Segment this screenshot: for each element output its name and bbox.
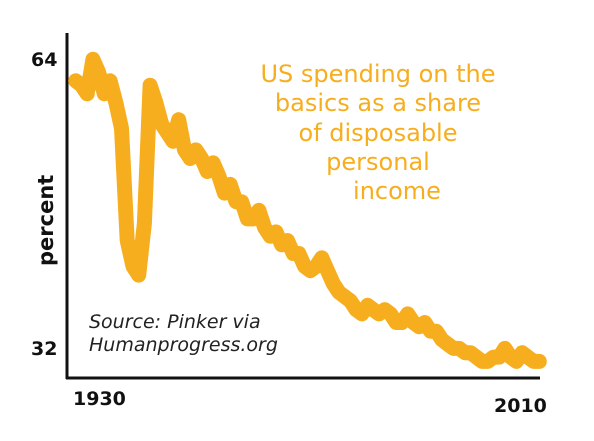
x-tick-label-start: 1930 [73, 388, 126, 410]
data-point-1932 [80, 86, 95, 101]
data-point-1969 [291, 246, 306, 261]
x-tick-label-end: 2010 [494, 395, 547, 417]
data-point-1954 [206, 155, 221, 170]
data-point-1943 [143, 78, 158, 93]
data-point-1934 [91, 65, 106, 80]
chart-title-line-2: basics as a share [275, 89, 481, 117]
data-point-1939 [120, 233, 135, 248]
y-axis-title: percent [34, 175, 58, 266]
data-point-1959 [234, 194, 249, 209]
data-point-1948 [171, 112, 186, 127]
chart-title-line-1: US spending on the [260, 60, 495, 88]
data-point-1962 [251, 203, 266, 218]
y-tick-label-bottom: 32 [31, 338, 57, 360]
data-point-2011 [532, 354, 547, 369]
data-point-1965 [269, 224, 283, 239]
data-point-1936 [103, 73, 118, 88]
data-point-1938 [114, 121, 129, 136]
y-tick-label-top: 64 [31, 49, 57, 71]
source-line-2: Humanprogress.org [89, 334, 278, 356]
data-point-1944 [148, 95, 163, 110]
data-point-1955 [211, 168, 226, 183]
data-point-1973 [314, 250, 329, 265]
data-point-1957 [223, 177, 238, 192]
data-point-1947 [166, 134, 180, 149]
source-annotation: Source: Pinker via Humanprogress.org [89, 311, 278, 356]
data-point-1933 [85, 52, 100, 67]
chart-title-line-3: of disposable [299, 119, 458, 147]
data-point-1937 [108, 95, 123, 110]
chart-title: US spending on the basics as a share of … [260, 60, 495, 205]
data-point-1952 [194, 151, 209, 166]
data-point-1942 [137, 216, 152, 231]
data-point-1967 [280, 233, 295, 248]
data-point-1974 [320, 263, 335, 278]
chart-title-line-5: income [353, 177, 441, 205]
data-point-1941 [131, 268, 146, 283]
source-line-1: Source: Pinker via [89, 311, 261, 333]
chart-title-line-4: personal [326, 148, 430, 176]
data-point-1935 [97, 86, 112, 101]
series-layer [68, 51, 547, 369]
